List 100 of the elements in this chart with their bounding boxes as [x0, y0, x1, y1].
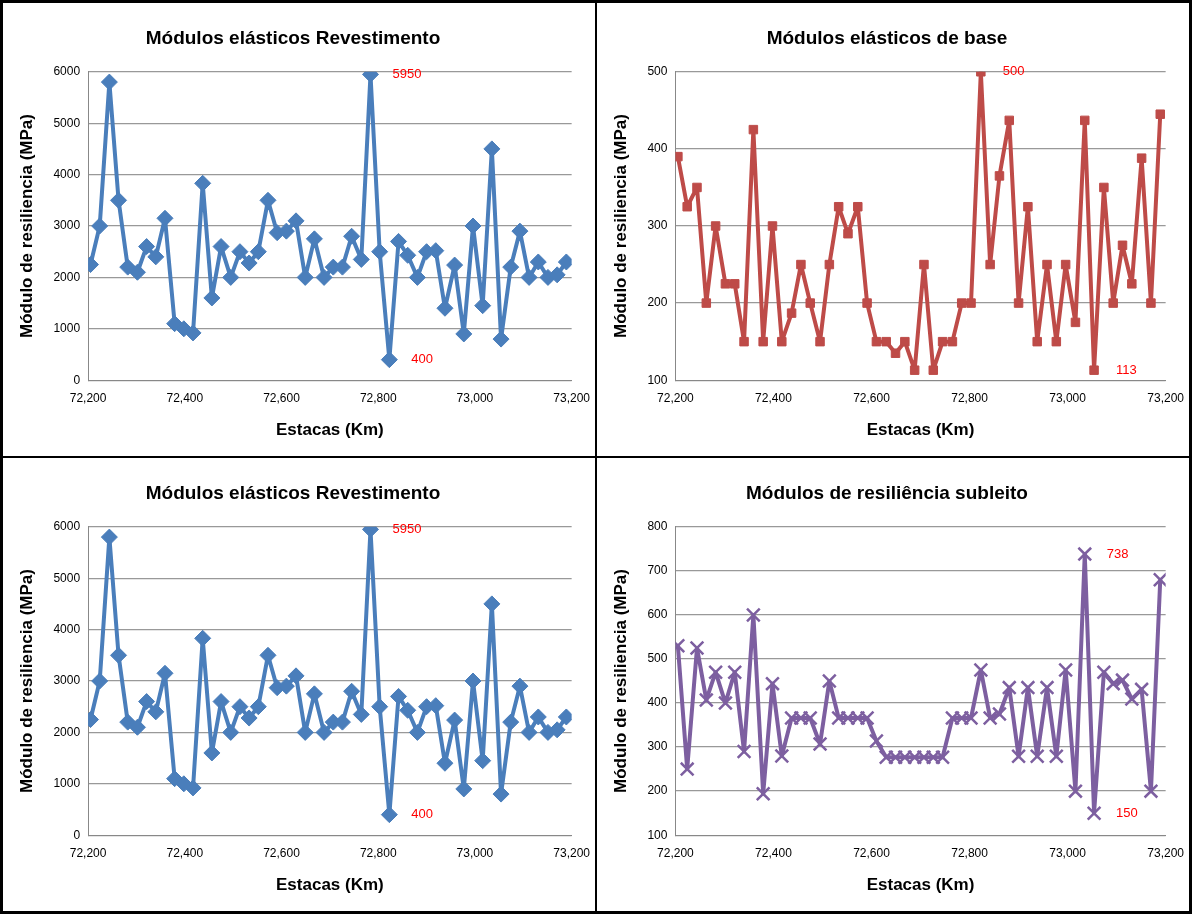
point [802, 710, 818, 726]
point [1029, 748, 1045, 764]
point [840, 710, 856, 726]
point [380, 351, 398, 369]
point [343, 682, 361, 700]
point [774, 748, 790, 764]
point [1099, 182, 1109, 193]
point [812, 736, 828, 752]
point [909, 365, 920, 375]
point [1070, 317, 1081, 328]
point [1032, 336, 1042, 347]
point [736, 743, 752, 760]
chart-title: Módulos elásticos Revestimento [145, 26, 441, 48]
point [963, 710, 979, 726]
x-axis-title: Estacas (Km) [276, 420, 384, 440]
x-tick-label: 73,000 [456, 390, 494, 405]
point [110, 646, 128, 664]
point [1143, 783, 1159, 799]
point [710, 221, 721, 231]
point [689, 640, 705, 656]
point [925, 749, 941, 765]
point [878, 749, 894, 765]
point [994, 171, 1005, 181]
annotation: 5950 [392, 65, 422, 81]
point [249, 243, 267, 261]
point [1080, 115, 1090, 126]
point [240, 709, 258, 727]
point [520, 723, 538, 741]
y-tick-label: 100 [647, 827, 668, 842]
point [783, 710, 800, 726]
point [231, 243, 249, 261]
point [249, 698, 267, 716]
point [786, 308, 797, 318]
x-tick-label: 73,000 [1049, 390, 1087, 405]
point [755, 786, 771, 802]
point [502, 258, 520, 276]
point [868, 733, 885, 749]
point [850, 710, 866, 726]
point [777, 336, 787, 347]
point [222, 723, 240, 741]
point [1020, 680, 1036, 696]
point [408, 723, 426, 741]
point [887, 749, 904, 765]
point [881, 336, 891, 347]
point [701, 298, 712, 308]
point [675, 151, 683, 162]
point [897, 749, 913, 765]
point [91, 217, 109, 235]
x-tick-label: 73,200 [553, 845, 591, 860]
point [399, 701, 417, 719]
y-tick-label: 500 [647, 64, 668, 79]
x-tick-label: 72,800 [951, 390, 989, 405]
y-tick-label: 800 [647, 519, 668, 534]
point [194, 174, 212, 192]
point [1023, 201, 1033, 212]
point [110, 191, 128, 209]
y-axis-title: Módulo de resiliencia (MPa) [610, 114, 630, 338]
x-tick-label: 72,600 [263, 845, 301, 860]
point [720, 279, 731, 289]
point [821, 673, 837, 689]
y-tick-label: 5000 [53, 570, 81, 585]
point [1051, 336, 1062, 347]
x-tick-label: 72,800 [359, 845, 397, 860]
point [1042, 259, 1052, 270]
y-tick-label: 0 [73, 372, 81, 387]
point [1086, 805, 1102, 821]
annotation: 738 [1106, 545, 1129, 561]
y-tick-label: 2000 [53, 724, 81, 739]
x-axis-title: Estacas (Km) [276, 875, 384, 895]
point [529, 708, 547, 726]
point [907, 749, 923, 765]
point [730, 279, 740, 289]
chart-title: Módulos elásticos de base [766, 26, 1008, 48]
x-axis-title: Estacas (Km) [866, 875, 975, 895]
x-tick-label: 73,200 [1147, 390, 1185, 405]
y-tick-label: 6000 [53, 64, 81, 79]
y-tick-label: 3000 [53, 673, 81, 688]
point [928, 365, 939, 375]
point [843, 228, 853, 239]
x-tick-label: 72,200 [657, 845, 695, 860]
point [147, 248, 165, 266]
y-tick-label: 6000 [53, 519, 81, 534]
x-tick-label: 73,200 [1147, 845, 1185, 860]
point [1010, 748, 1027, 764]
y-axis-title: Módulo de resiliencia (MPa) [16, 569, 36, 793]
x-axis-title: Estacas (Km) [866, 420, 975, 440]
x-tick-label: 72,400 [755, 390, 793, 405]
point [399, 246, 417, 264]
y-tick-label: 500 [647, 651, 668, 666]
point [1134, 681, 1150, 697]
point [739, 336, 749, 347]
y-tick-label: 1000 [53, 321, 81, 336]
point [767, 221, 778, 231]
point [240, 254, 258, 272]
point [380, 806, 398, 824]
point [916, 749, 932, 765]
point [956, 298, 967, 308]
y-tick-label: 700 [647, 563, 668, 578]
point [692, 182, 702, 193]
chart-title: Módulos elásticos Revestimento [145, 481, 441, 503]
